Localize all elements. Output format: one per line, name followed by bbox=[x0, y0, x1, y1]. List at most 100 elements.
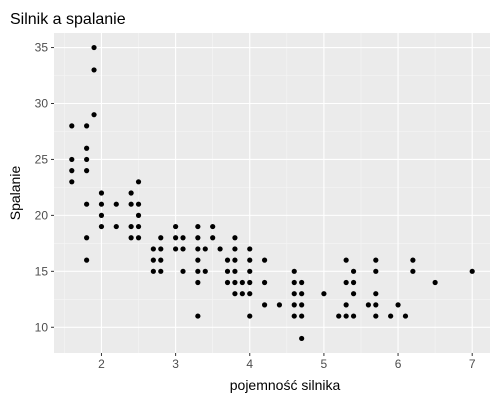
x-tick-label: 7 bbox=[469, 357, 476, 371]
data-point bbox=[232, 279, 238, 286]
data-point bbox=[247, 291, 253, 297]
data-point bbox=[98, 212, 105, 218]
data-point bbox=[158, 246, 164, 252]
data-point bbox=[158, 268, 164, 274]
data-point bbox=[299, 302, 305, 308]
data-point bbox=[261, 302, 268, 308]
data-point bbox=[291, 268, 297, 274]
data-point bbox=[195, 279, 201, 286]
data-point bbox=[402, 313, 409, 319]
data-point bbox=[128, 190, 134, 196]
data-point bbox=[321, 291, 327, 297]
data-point bbox=[135, 212, 142, 218]
x-tick-label: 6 bbox=[395, 357, 402, 371]
data-point bbox=[135, 179, 142, 185]
data-point bbox=[180, 235, 186, 241]
data-point bbox=[69, 123, 75, 129]
y-tick-label: 25 bbox=[35, 152, 49, 166]
data-point bbox=[173, 235, 179, 241]
data-point bbox=[224, 279, 231, 286]
y-tick-label: 35 bbox=[35, 41, 49, 55]
data-point bbox=[232, 246, 238, 252]
data-point bbox=[180, 268, 186, 274]
data-point bbox=[410, 257, 416, 263]
gridlines bbox=[54, 33, 490, 353]
data-point bbox=[84, 145, 90, 151]
data-point bbox=[210, 235, 216, 241]
data-point bbox=[135, 223, 142, 230]
data-point bbox=[224, 257, 231, 263]
data-point bbox=[343, 302, 349, 308]
data-point bbox=[113, 201, 119, 207]
data-point bbox=[128, 235, 134, 241]
data-points bbox=[69, 44, 475, 342]
y-tick-label: 15 bbox=[35, 264, 49, 278]
data-point bbox=[350, 291, 357, 297]
data-point bbox=[224, 268, 231, 274]
data-point bbox=[91, 44, 97, 51]
data-point bbox=[373, 257, 379, 263]
data-point bbox=[84, 201, 90, 207]
y-tick-label: 30 bbox=[35, 96, 49, 110]
data-point bbox=[299, 291, 305, 297]
x-tick-label: 3 bbox=[172, 357, 179, 371]
data-point bbox=[261, 279, 268, 286]
y-axis-title: Spalanie bbox=[7, 166, 23, 221]
data-point bbox=[98, 190, 105, 196]
data-point bbox=[113, 223, 119, 230]
data-point bbox=[410, 268, 416, 274]
data-point bbox=[350, 279, 357, 286]
data-point bbox=[84, 156, 90, 163]
data-point bbox=[299, 313, 305, 319]
data-point bbox=[195, 257, 201, 263]
x-axis-title: pojemność silnika bbox=[230, 377, 341, 393]
data-point bbox=[173, 246, 179, 252]
y-tick-label: 20 bbox=[35, 208, 49, 222]
data-point bbox=[173, 223, 179, 230]
data-point bbox=[291, 313, 297, 319]
data-point bbox=[69, 156, 75, 163]
data-point bbox=[232, 291, 238, 297]
data-point bbox=[150, 246, 156, 252]
data-point bbox=[336, 313, 342, 319]
data-point bbox=[232, 268, 238, 274]
data-point bbox=[373, 302, 379, 308]
data-point bbox=[135, 201, 142, 207]
data-point bbox=[158, 257, 164, 263]
data-point bbox=[373, 313, 379, 319]
data-point bbox=[343, 313, 349, 319]
plot-panel bbox=[54, 33, 490, 353]
data-point bbox=[232, 235, 238, 241]
data-point bbox=[158, 235, 164, 241]
data-point bbox=[432, 279, 438, 286]
data-point bbox=[150, 257, 156, 263]
data-point bbox=[128, 201, 134, 207]
data-point bbox=[261, 257, 268, 263]
data-point bbox=[395, 302, 401, 308]
data-point bbox=[365, 302, 371, 308]
data-point bbox=[69, 179, 75, 185]
y-tick-label: 10 bbox=[35, 320, 49, 334]
data-point bbox=[291, 302, 297, 308]
data-point bbox=[343, 257, 349, 263]
data-point bbox=[247, 268, 253, 274]
data-point bbox=[98, 201, 105, 207]
axis-ticks: 2 3 4 5 6 7 10 15 20 25 30 35 bbox=[35, 41, 476, 371]
data-point bbox=[350, 313, 357, 319]
x-tick-label: 2 bbox=[98, 357, 105, 371]
data-point bbox=[84, 123, 90, 129]
data-point bbox=[247, 257, 253, 263]
data-point bbox=[98, 223, 105, 230]
chart-title: Silnik a spalanie bbox=[10, 11, 126, 28]
data-point bbox=[217, 246, 223, 252]
data-point bbox=[195, 268, 201, 274]
data-point bbox=[195, 223, 201, 230]
data-point bbox=[291, 279, 297, 286]
data-point bbox=[84, 257, 90, 263]
data-point bbox=[91, 112, 97, 118]
data-point bbox=[150, 268, 156, 274]
data-point bbox=[247, 313, 253, 319]
data-point bbox=[373, 291, 379, 297]
data-point bbox=[91, 67, 97, 73]
